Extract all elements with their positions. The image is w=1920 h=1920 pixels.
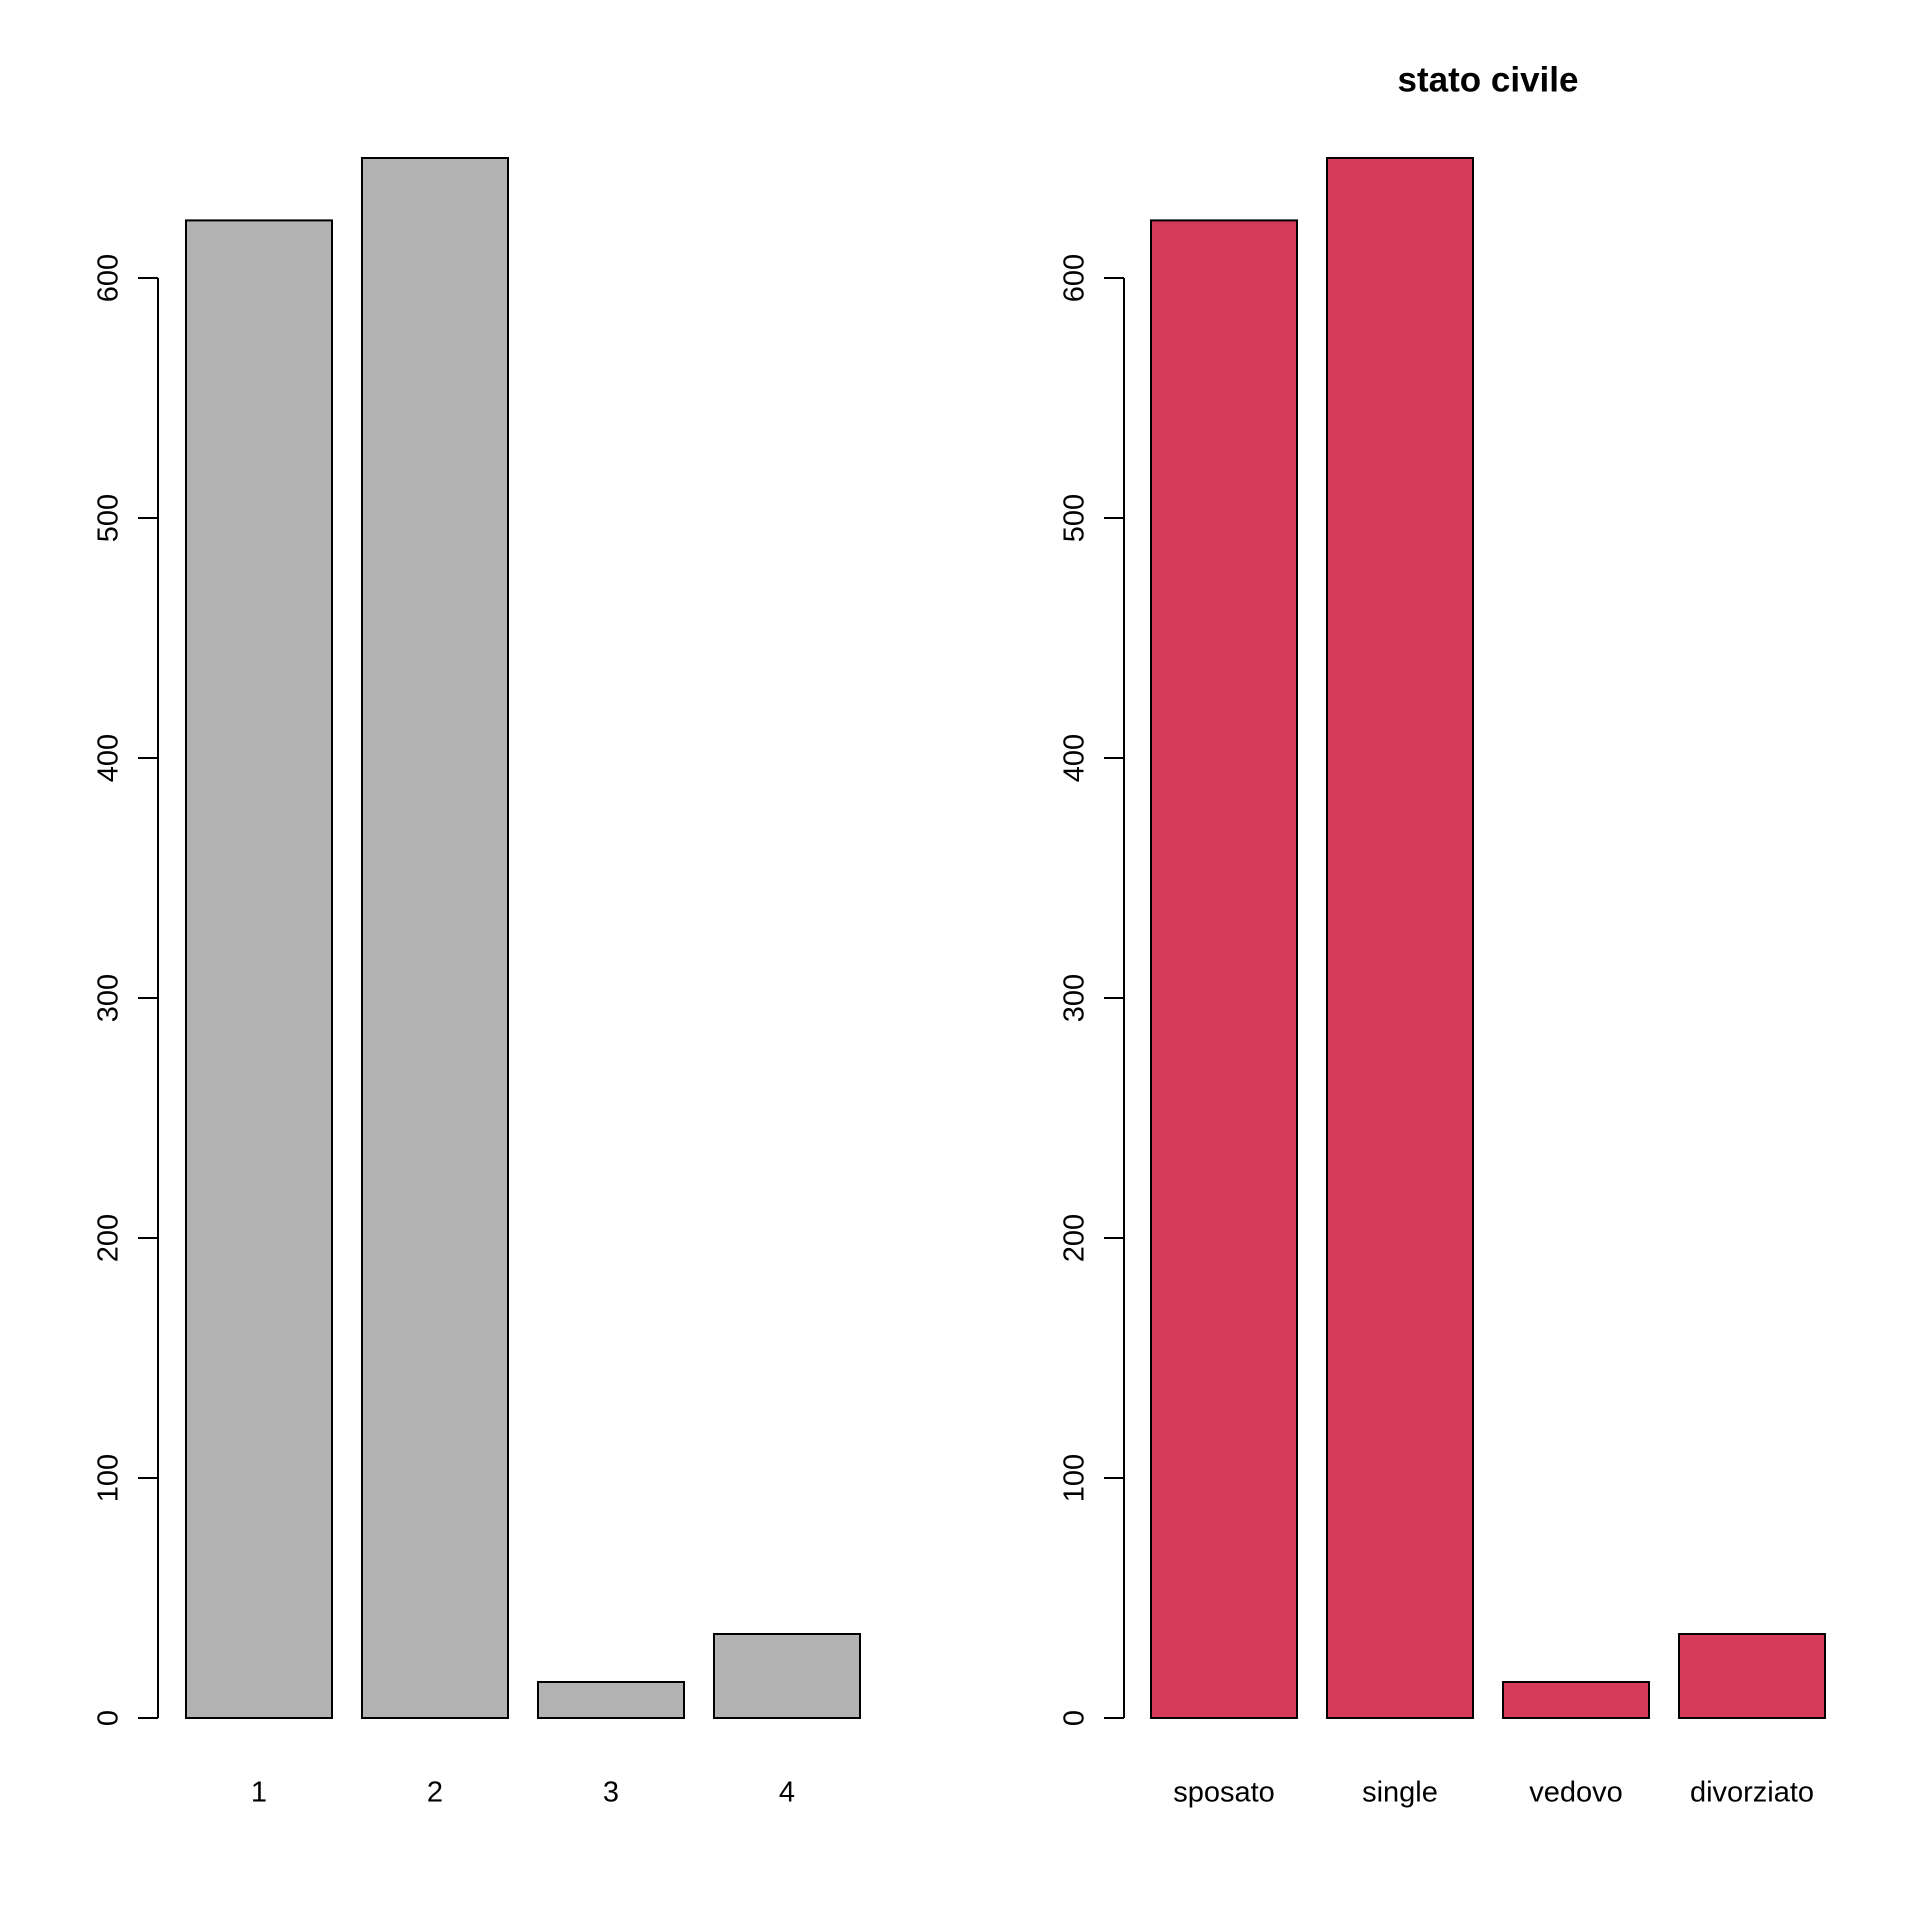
bar-divorziato [1678,1633,1826,1719]
y-tick-label: 500 [93,494,125,542]
bar-1 [185,219,333,1719]
right-bar-chart: stato civile sposato single vedovo divorziat… [1059,60,1826,1809]
y-tick-label: 300 [93,974,125,1022]
bar-4 [713,1633,861,1719]
y-tick-label: 500 [1059,494,1091,542]
x-tick-label: 2 [427,1777,443,1809]
x-tick-label: 3 [603,1777,619,1809]
x-tick-label: single [1362,1777,1438,1809]
chart-title: stato civile [1398,60,1579,99]
x-tick-label: 1 [251,1777,267,1809]
y-tick-label: 400 [93,734,125,782]
y-tick-label: 200 [1059,1214,1091,1262]
y-tick-label: 300 [1059,974,1091,1022]
x-tick-label: vedovo [1529,1777,1623,1809]
bar-vedovo [1502,1681,1650,1719]
bar-sposato [1150,219,1298,1719]
bar-single [1326,157,1474,1719]
x-tick-label: 4 [779,1777,795,1809]
y-tick-label: 100 [93,1454,125,1502]
left-bar-chart: 1 2 3 4 0 100 200 300 400 500 600 [93,157,861,1809]
y-tick-label: 600 [93,254,125,302]
x-tick-label: divorziato [1690,1777,1814,1809]
y-tick-label: 200 [93,1214,125,1262]
y-tick-label: 100 [1059,1454,1091,1502]
x-tick-label: sposato [1173,1777,1275,1809]
y-tick-label: 0 [1059,1710,1091,1726]
y-tick-label: 400 [1059,734,1091,782]
bar-2 [361,157,509,1719]
bar-3 [537,1681,685,1719]
y-tick-label: 600 [1059,254,1091,302]
y-tick-label: 0 [93,1710,125,1726]
